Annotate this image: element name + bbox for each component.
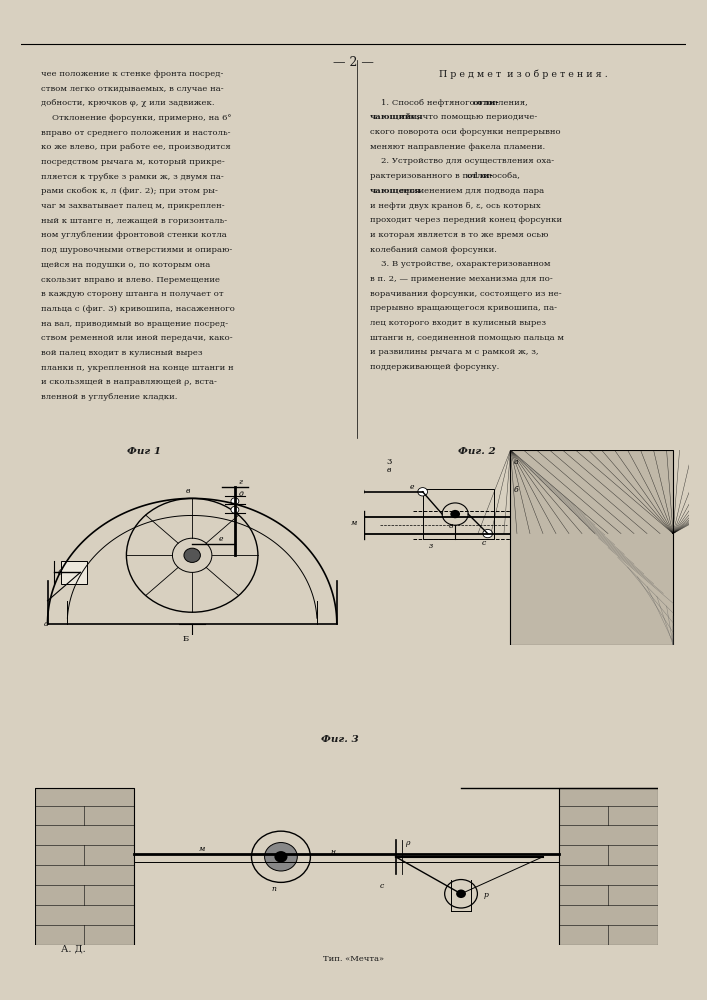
Text: ρ: ρ xyxy=(405,839,410,847)
Text: м: м xyxy=(199,845,206,853)
Text: меняют направление факела пламени.: меняют направление факела пламени. xyxy=(370,143,545,151)
Text: вленной в углубление кладки.: вленной в углубление кладки. xyxy=(41,393,177,401)
Text: Б: Б xyxy=(182,635,189,643)
Text: 3: 3 xyxy=(387,458,392,466)
Text: проходит через передний конец форсунки: проходит через передний конец форсунки xyxy=(370,216,562,224)
Text: и развилины рычага м с рамкой ж, з,: и развилины рычага м с рамкой ж, з, xyxy=(370,348,539,356)
Text: чающееся: чающееся xyxy=(370,187,422,195)
Text: в: в xyxy=(185,487,190,495)
Circle shape xyxy=(184,548,200,562)
Text: с: с xyxy=(481,539,486,547)
Text: под шуровочными отверстиями и опираю-: под шуровочными отверстиями и опираю- xyxy=(41,246,233,254)
Text: a: a xyxy=(45,620,49,628)
Text: штанги н, соединенной помощью пальца м: штанги н, соединенной помощью пальца м xyxy=(370,334,564,342)
Text: г: г xyxy=(238,478,242,486)
Text: Тип. «Мечта»: Тип. «Мечта» xyxy=(323,955,384,963)
Text: прерывно вращающегося кривошипа, па-: прерывно вращающегося кривошипа, па- xyxy=(370,304,557,312)
Text: вой палец входит в кулисный вырез: вой палец входит в кулисный вырез xyxy=(41,349,203,357)
Text: р: р xyxy=(484,891,489,899)
Circle shape xyxy=(231,506,239,513)
Circle shape xyxy=(483,529,493,538)
FancyBboxPatch shape xyxy=(423,489,494,539)
Text: пляется к трубке з рамки ж, з двумя па-: пляется к трубке з рамки ж, з двумя па- xyxy=(41,173,224,181)
Text: н: н xyxy=(330,848,335,856)
Text: м: м xyxy=(351,519,358,527)
Text: 2. Устройство для осуществления оха-: 2. Устройство для осуществления оха- xyxy=(370,157,554,165)
Circle shape xyxy=(450,510,460,518)
Polygon shape xyxy=(35,788,134,945)
Text: добности, крючков φ, χ или задвижек.: добности, крючков φ, χ или задвижек. xyxy=(41,99,215,107)
Text: в п. 2, — применение механизма для по-: в п. 2, — применение механизма для по- xyxy=(370,275,553,283)
Text: д: д xyxy=(238,490,243,498)
Text: Отклонение форсунки, примерно, на 6°: Отклонение форсунки, примерно, на 6° xyxy=(41,114,232,122)
Text: чее положение к стенке фронта посред-: чее положение к стенке фронта посред- xyxy=(41,70,223,78)
Text: с: с xyxy=(379,882,383,890)
Text: рами скобок к, л (фиг. 2); при этом ры-: рами скобок к, л (фиг. 2); при этом ры- xyxy=(41,187,218,195)
Text: тем, что помощью периодиче-: тем, что помощью периодиче- xyxy=(398,113,537,121)
FancyBboxPatch shape xyxy=(61,561,87,584)
Text: планки п, укрепленной на конце штанги н: планки п, укрепленной на конце штанги н xyxy=(41,364,234,372)
Circle shape xyxy=(456,890,466,898)
Text: ского поворота оси форсунки непрерывно: ского поворота оси форсунки непрерывно xyxy=(370,128,561,136)
Text: ный к штанге н, лежащей в горизонталь-: ный к штанге н, лежащей в горизонталь- xyxy=(41,217,227,225)
Text: з: з xyxy=(429,542,433,550)
Text: поддерживающей форсунку.: поддерживающей форсунку. xyxy=(370,363,499,371)
Circle shape xyxy=(418,488,428,496)
Text: и нефти двух кранов δ, ε, ось которых: и нефти двух кранов δ, ε, ось которых xyxy=(370,202,541,210)
Text: на вал, приводимый во вращение посред-: на вал, приводимый во вращение посред- xyxy=(41,320,228,328)
Circle shape xyxy=(274,851,288,862)
Text: a: a xyxy=(514,458,518,466)
Text: в: в xyxy=(387,466,392,474)
Text: П р е д м е т  и з о б р е т е н и я .: П р е д м е т и з о б р е т е н и я . xyxy=(438,70,607,79)
Text: и скользящей в направляющей ρ, вста-: и скользящей в направляющей ρ, вста- xyxy=(41,378,217,386)
Text: отли-: отли- xyxy=(472,99,499,107)
Text: е: е xyxy=(409,483,414,491)
Text: б: б xyxy=(514,486,518,494)
Text: чаг м захватывает палец м, прикреплен-: чаг м захватывает палец м, прикреплен- xyxy=(41,202,225,210)
Text: и которая является в то же время осью: и которая является в то же время осью xyxy=(370,231,549,239)
Polygon shape xyxy=(559,788,658,945)
Text: п: п xyxy=(271,885,276,893)
Text: чающийся: чающийся xyxy=(370,113,423,121)
Text: пальца с (фиг. 3) кривошипа, насаженного: пальца с (фиг. 3) кривошипа, насаженного xyxy=(41,305,235,313)
Circle shape xyxy=(231,498,239,505)
Text: Фиг 1: Фиг 1 xyxy=(127,447,161,456)
Text: А. Д.: А. Д. xyxy=(61,944,86,953)
Text: ко же влево, при работе ее, производится: ко же влево, при работе ее, производится xyxy=(41,143,230,151)
Text: лец которого входит в кулисный вырез: лец которого входит в кулисный вырез xyxy=(370,319,546,327)
Text: б: б xyxy=(57,569,62,577)
Text: ном углублении фронтовой стенки котла: ном углублении фронтовой стенки котла xyxy=(41,231,227,239)
Text: ством ременной или иной передачи, како-: ством ременной или иной передачи, како- xyxy=(41,334,233,342)
Text: Фиг. 3: Фиг. 3 xyxy=(322,735,359,744)
Text: в: в xyxy=(449,522,453,530)
Text: 1. Способ нефтяного отопления,: 1. Способ нефтяного отопления, xyxy=(370,99,531,107)
Text: ворачивания форсунки, состоящего из не-: ворачивания форсунки, состоящего из не- xyxy=(370,290,562,298)
Circle shape xyxy=(264,843,298,871)
Text: колебаний самой форсунки.: колебаний самой форсунки. xyxy=(370,246,497,254)
Text: Фиг. 2: Фиг. 2 xyxy=(457,447,496,456)
Text: — 2 —: — 2 — xyxy=(333,56,374,69)
Text: применением для подвода пара: применением для подвода пара xyxy=(398,187,544,195)
Text: посредством рычага м, который прикре-: посредством рычага м, который прикре- xyxy=(41,158,225,166)
Text: е: е xyxy=(218,535,223,543)
Text: рактеризованного в п. 1 способа,: рактеризованного в п. 1 способа, xyxy=(370,172,523,180)
Text: в каждую сторону штанга н получает от: в каждую сторону штанга н получает от xyxy=(41,290,224,298)
Text: ством легко откидываемых, в случае на-: ством легко откидываемых, в случае на- xyxy=(41,85,224,93)
Text: скользит вправо и влево. Перемещение: скользит вправо и влево. Перемещение xyxy=(41,276,220,284)
Text: 3. В устройстве, охарактеризованном: 3. В устройстве, охарактеризованном xyxy=(370,260,551,268)
Text: вправо от среднего положения и настоль-: вправо от среднего положения и настоль- xyxy=(41,129,230,137)
Text: отли-: отли- xyxy=(467,172,493,180)
Polygon shape xyxy=(510,450,673,645)
Text: щейся на подушки о, по которым она: щейся на подушки о, по которым она xyxy=(41,261,211,269)
